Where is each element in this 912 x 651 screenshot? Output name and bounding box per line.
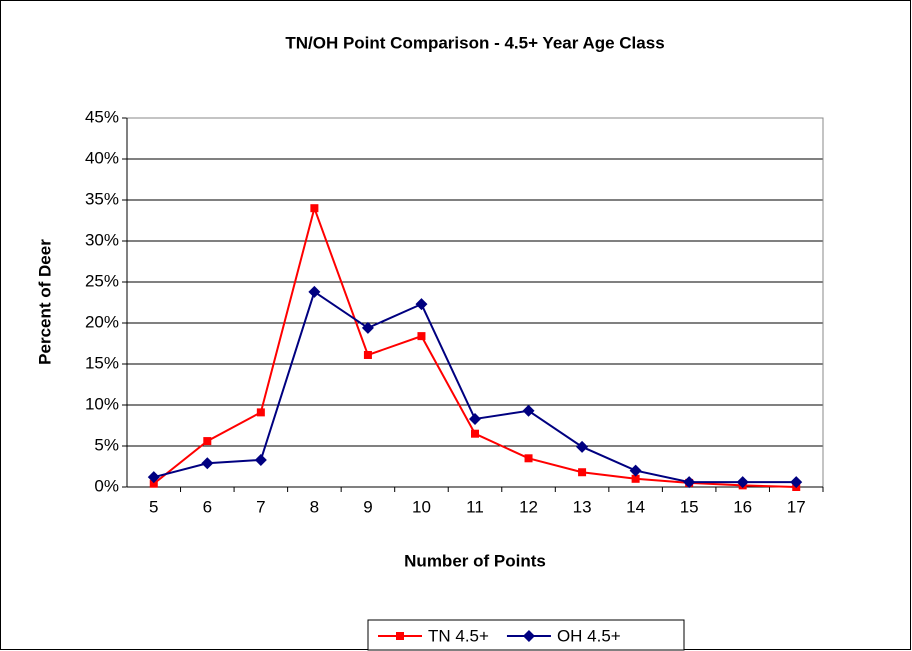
data-point [417, 332, 426, 341]
y-tick-label: 10% [85, 394, 119, 413]
y-tick-label: 20% [85, 312, 119, 331]
x-tick-label: 10 [412, 497, 431, 516]
data-point [471, 429, 479, 438]
x-tick-label: 5 [149, 497, 158, 516]
x-tick-label: 13 [573, 497, 592, 516]
x-tick-label: 12 [519, 497, 538, 516]
x-tick-label: 15 [680, 497, 699, 516]
legend-label: OH 4.5+ [557, 626, 621, 645]
y-tick-label: 25% [85, 271, 119, 290]
data-point [254, 453, 267, 466]
data-point [361, 321, 374, 334]
x-tick-label: 9 [363, 497, 372, 516]
legend-marker [522, 630, 535, 642]
data-point [469, 412, 481, 425]
x-tick-label: 17 [787, 497, 806, 516]
y-tick-label: 30% [85, 230, 119, 249]
data-point [415, 298, 428, 311]
data-point [576, 440, 589, 453]
x-tick-label: 7 [256, 497, 265, 516]
data-point [363, 350, 372, 359]
legend-marker [396, 632, 404, 640]
data-point [256, 408, 265, 417]
data-point [524, 454, 533, 463]
y-tick-label: 45% [85, 107, 119, 126]
y-tick-label: 35% [85, 189, 119, 208]
y-tick-label: 40% [85, 148, 119, 167]
data-point [310, 204, 319, 213]
data-point [203, 437, 212, 446]
x-tick-label: 8 [310, 497, 319, 516]
data-point [736, 476, 749, 489]
legend-label: TN 4.5+ [428, 626, 489, 645]
data-point [629, 464, 642, 477]
data-point [631, 474, 640, 483]
x-tick-label: 14 [626, 497, 645, 516]
data-point [522, 404, 535, 417]
x-tick-label: 16 [733, 497, 752, 516]
x-tick-label: 6 [203, 497, 212, 516]
y-tick-label: 0% [94, 476, 119, 495]
data-point [201, 457, 214, 470]
data-point [790, 476, 803, 489]
x-axis-label: Number of Points [404, 551, 546, 570]
x-tick-label: 11 [466, 497, 484, 516]
data-point [147, 471, 160, 484]
y-tick-label: 15% [85, 353, 119, 372]
y-axis-label: Percent of Deer [35, 239, 54, 365]
data-point [308, 285, 321, 298]
data-point [578, 468, 587, 477]
chart-title: TN/OH Point Comparison - 4.5+ Year Age C… [285, 33, 664, 52]
y-tick-label: 5% [94, 435, 119, 454]
data-point [149, 479, 158, 488]
data-point [683, 476, 696, 489]
